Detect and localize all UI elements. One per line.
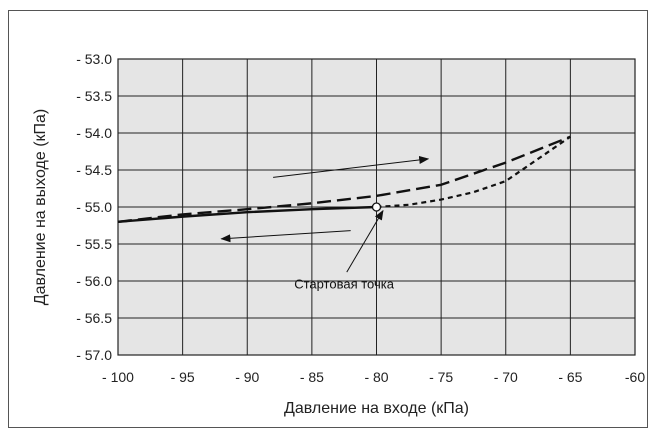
arrow-1	[273, 155, 430, 178]
y-tick-label: - 53.5	[76, 88, 112, 104]
y-tick-label: - 55.5	[76, 236, 112, 252]
grid	[117, 58, 636, 356]
x-tick-label: - 100	[102, 369, 134, 385]
y-tick-label: - 54.0	[76, 125, 112, 141]
series-line-long-dash	[117, 135, 571, 223]
series-line-short-dash	[376, 135, 571, 209]
series-group	[117, 135, 571, 223]
markers-group	[371, 202, 382, 212]
x-tick-label: - 70	[494, 369, 518, 385]
y-axis-label: Давление на выходе (кПа)	[32, 109, 49, 306]
y-tick-label: - 56.5	[76, 310, 112, 326]
y-tick-label: - 55.0	[76, 199, 112, 215]
x-tick-label: - 80	[364, 369, 388, 385]
x-tick-label: - 95	[171, 369, 195, 385]
arrow-2	[220, 230, 351, 243]
x-tick-label: - 90	[235, 369, 259, 385]
y-tick-label: - 57.0	[76, 347, 112, 363]
x-tick-label: -60	[625, 369, 645, 385]
start-point-marker	[371, 202, 382, 212]
x-tick-label: - 85	[300, 369, 324, 385]
x-axis-label: Давление на входе (кПа)	[284, 400, 469, 417]
y-tick-labels: - 53.0 - 53.5 - 54.0 - 54.5 - 55.0 - 55.5 - 56…	[76, 51, 112, 363]
arrows-group	[220, 155, 430, 273]
x-tick-labels: - 100 - 95 - 90 - 85 - 80 - 75 - 70 - 65 -60	[102, 369, 645, 385]
y-tick-label: - 56.0	[76, 273, 112, 289]
arrow-3	[346, 209, 384, 273]
x-tick-label: - 75	[429, 369, 453, 385]
x-tick-label: - 65	[558, 369, 582, 385]
series-line-solid	[117, 205, 377, 223]
y-tick-label: - 53.0	[76, 51, 112, 67]
annotation-start-point: Стартовая точка	[294, 277, 395, 292]
y-tick-label: - 54.5	[76, 162, 112, 178]
